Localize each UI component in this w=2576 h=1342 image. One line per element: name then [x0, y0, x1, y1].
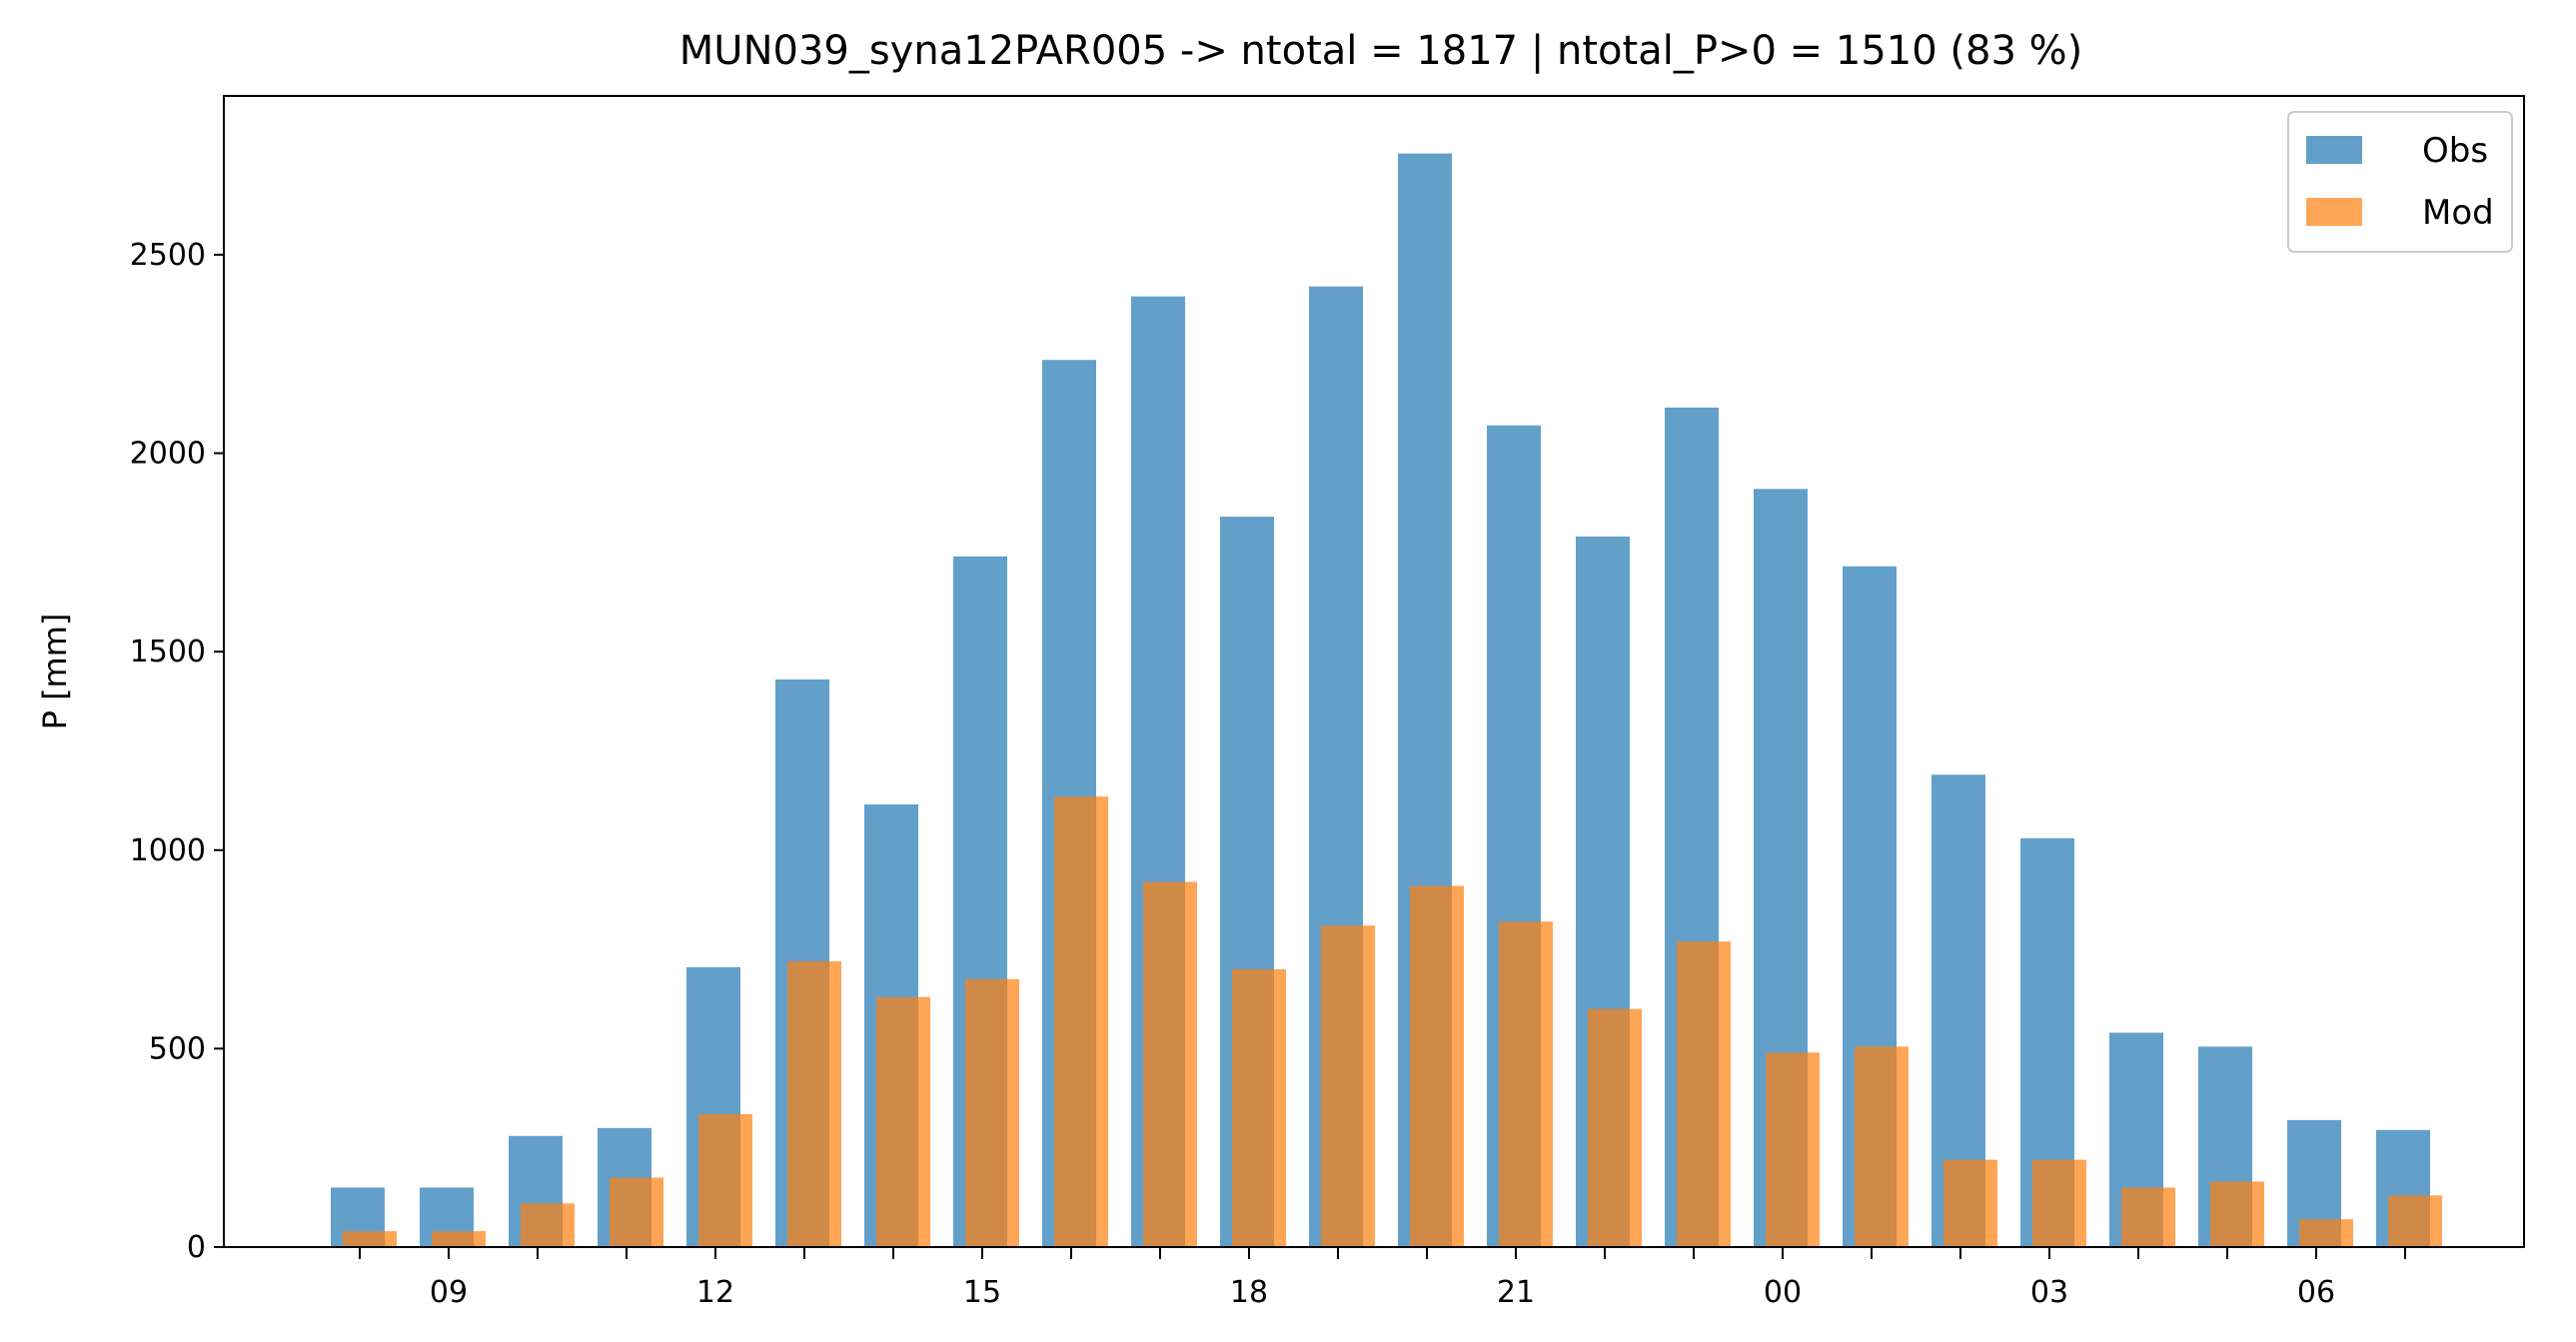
y-tick-label-5: 2500 — [130, 238, 206, 273]
legend-label-obs: Obs — [2422, 131, 2488, 171]
y-tick-label-4: 2000 — [130, 437, 206, 472]
legend-label-mod: Mod — [2422, 193, 2494, 233]
y-tick-label-3: 1500 — [130, 635, 206, 670]
bar-mod-23-15 — [1677, 941, 1731, 1247]
bar-mod-20-12 — [1410, 885, 1464, 1247]
bar-mod-08-0 — [343, 1231, 397, 1247]
x-tick-label-4: 21 — [1497, 1275, 1535, 1310]
bars-layer — [331, 153, 2442, 1248]
x-tick-label-7: 06 — [2297, 1275, 2335, 1310]
bar-mod-14-6 — [876, 996, 930, 1247]
plot-frame — [223, 95, 2525, 1248]
bar-mod-22-14 — [1588, 1008, 1642, 1247]
y-tick-label-0: 0 — [187, 1230, 206, 1265]
bar-mod-02-18 — [1943, 1159, 1997, 1247]
bar-mod-04-20 — [2121, 1187, 2175, 1247]
x-tick-label-0: 09 — [430, 1275, 468, 1310]
bar-mod-15-7 — [965, 978, 1019, 1247]
y-axis-label: P [mm] — [36, 614, 74, 730]
bar-mod-07-23 — [2388, 1195, 2442, 1247]
bar-mod-13-5 — [787, 960, 841, 1247]
bar-mod-00-16 — [1766, 1052, 1820, 1247]
x-tick-label-6: 03 — [2030, 1275, 2068, 1310]
legend-swatch-obs — [2306, 136, 2362, 164]
bar-mod-17-9 — [1143, 881, 1197, 1247]
bar-mod-10-2 — [521, 1203, 575, 1247]
x-tick-label-1: 12 — [696, 1275, 734, 1310]
x-tick-label-2: 15 — [963, 1275, 1001, 1310]
bar-mod-03-19 — [2032, 1159, 2086, 1247]
y-tick-label-1: 500 — [149, 1031, 206, 1066]
y-tick-label-2: 1000 — [130, 833, 206, 868]
x-tick-label-5: 00 — [1764, 1275, 1802, 1310]
chart-title: MUN039_syna12PAR005 -> ntotal = 1817 | n… — [679, 28, 2082, 74]
legend: Obs Mod — [2287, 111, 2513, 253]
bar-mod-06-22 — [2299, 1219, 2353, 1247]
bar-mod-11-3 — [610, 1177, 663, 1247]
legend-swatch-mod — [2306, 198, 2362, 226]
bar-mod-05-21 — [2210, 1181, 2264, 1247]
bar-mod-09-1 — [432, 1231, 486, 1247]
bar-mod-19-11 — [1321, 925, 1375, 1247]
y-axis: 0 500 1000 1500 2000 2500 — [130, 238, 224, 1265]
bar-mod-18-10 — [1232, 968, 1286, 1247]
bar-mod-01-17 — [1855, 1046, 1909, 1247]
bar-mod-16-8 — [1054, 796, 1108, 1247]
x-tick-label-3: 18 — [1230, 1275, 1268, 1310]
x-axis: 09 12 15 18 21 00 03 06 — [359, 1247, 2406, 1310]
bar-mod-12-4 — [698, 1113, 752, 1247]
bar-mod-21-13 — [1499, 921, 1553, 1247]
